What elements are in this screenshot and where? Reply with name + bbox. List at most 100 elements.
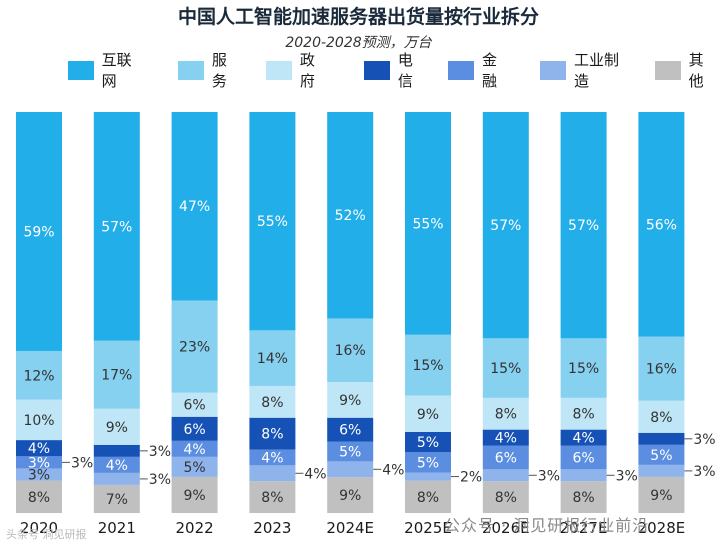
bar-segment [638,444,685,465]
bar-segment [327,477,374,513]
data-label: 3% [693,464,715,480]
bar-segment [638,400,685,433]
legend-item: 服务 [178,51,240,90]
data-label: 6% [495,450,517,466]
bar-segment [249,330,296,386]
data-label: 4% [106,458,128,474]
data-label: 47% [179,199,210,215]
bar-segment [482,445,529,470]
bar-segment [638,476,685,513]
bar-segment [93,112,140,341]
bar-segment [171,440,218,457]
bar-segment [16,399,62,441]
legend-swatch [540,60,567,80]
bar-segment [249,449,296,466]
bar-segment [405,395,451,432]
legend-item: 政府 [266,51,328,90]
bar-segment [482,338,529,398]
data-label: 15% [568,361,599,377]
bar-segment [482,112,529,339]
legend-item: 其他 [655,51,717,90]
bar-segment [16,456,62,469]
data-label: 14% [257,351,288,367]
legend-swatch [68,60,94,80]
legend-label: 工业制造 [574,51,620,90]
data-label: 8% [572,407,594,423]
data-label: 4% [382,462,404,478]
data-label: 9% [339,393,361,409]
data-label: 8% [572,490,594,506]
bar-segment [405,334,451,396]
bar-segment [93,456,140,473]
legend-swatch [655,60,681,80]
chart-title: 中国人工智能加速服务器出货量按行业拆分 [177,6,539,28]
data-label: 5% [183,460,205,476]
bar-segment [249,417,296,450]
bar-segment [16,480,62,513]
data-label: 3% [616,468,638,484]
data-label: 4% [28,441,50,457]
bar-segment [638,336,685,401]
data-label: 6% [339,423,361,439]
data-label: 3% [693,432,715,448]
data-label: 4% [183,442,205,458]
bar-segment [171,456,218,477]
data-label: 9% [339,488,361,504]
bar-segment [482,469,529,482]
bar-segment [93,484,140,513]
legend-swatch [448,60,474,80]
data-label: 59% [23,224,54,240]
data-label: 5% [417,435,439,451]
legend-label: 服务 [211,51,227,90]
bar-segment [482,481,529,513]
bar-segment [171,300,218,393]
legend-label: 互联网 [101,51,132,90]
bar-segment [327,461,374,478]
bar-segment [405,480,451,513]
bar-segment [16,112,62,351]
bar-segment [560,112,607,339]
data-label: 57% [490,218,521,234]
data-label: 3% [28,468,50,484]
data-label: 5% [339,444,361,460]
bar-segment [16,440,62,457]
data-label: 55% [412,216,443,232]
data-label: 8% [495,407,517,423]
data-label: 3% [71,455,93,471]
bar-segment [93,340,140,409]
chart-legend: 互联网 服务 政府 电信 金融 工业制造 其他 [68,51,717,90]
bar-segment [560,469,607,482]
bar-segment [327,112,374,319]
bar-segment [560,481,607,513]
data-label: 3% [149,444,171,460]
legend-item: 电信 [364,51,426,90]
bar-segment [171,476,218,513]
bar-segment [171,112,218,301]
bar-segment [405,452,451,473]
bar-segment [93,472,140,485]
data-label: 6% [572,450,594,466]
data-label: 5% [417,455,439,471]
data-label: 56% [646,217,677,233]
x-tick-label: 2022 [176,519,214,537]
bar-segment [638,432,685,445]
bar-segment [249,481,296,513]
data-label: 9% [417,407,439,423]
legend-label: 电信 [397,51,413,90]
legend-item: 互联网 [68,51,144,90]
data-label: 8% [650,410,672,426]
legend-swatch [364,60,390,80]
data-label: 3% [149,472,171,488]
x-tick-label: 2024E [326,519,374,537]
data-label: 8% [261,427,283,443]
bar-segment [93,444,140,457]
bar-segment [482,429,529,446]
data-label: 8% [417,490,439,506]
data-label: 15% [490,361,521,377]
data-label: 4% [495,431,517,447]
bar-segment [405,472,451,481]
x-tick-label: 2026E [482,519,530,537]
data-label: 6% [183,398,205,414]
legend-swatch [178,60,204,80]
legend-label: 政府 [299,51,315,90]
